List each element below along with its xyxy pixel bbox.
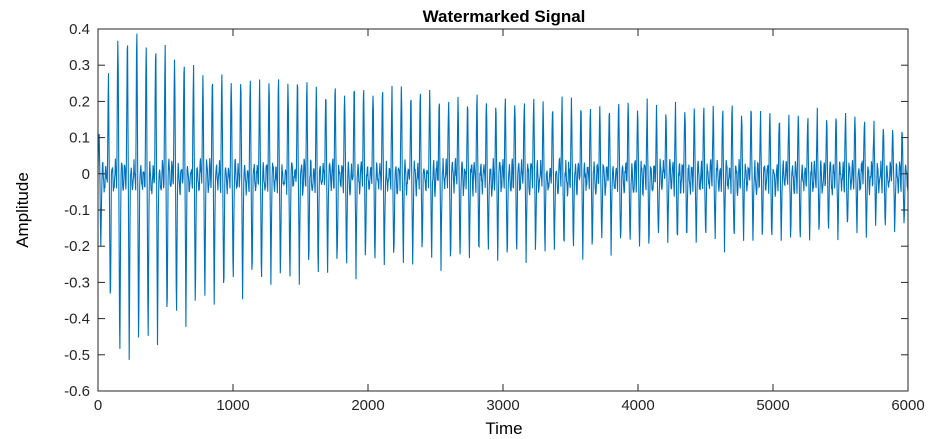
axis-ticks: 0 1000 2000 3000 4000 5000 6000 -0.6 -0.5 -0.4 -0.… — [64, 21, 925, 414]
signal-line — [97, 33, 909, 360]
y-tick-label: -0.1 — [64, 202, 90, 219]
y-tick-label: 0.4 — [69, 21, 90, 38]
y-tick-label: 0.2 — [69, 93, 90, 110]
x-tick-label: 3000 — [486, 397, 519, 414]
y-tick-label: 0.1 — [69, 130, 90, 147]
signal-series — [97, 33, 909, 360]
y-tick-label: -0.5 — [64, 347, 90, 364]
y-axis-label: Amplitude — [13, 172, 32, 248]
y-tick-label: -0.2 — [64, 238, 90, 255]
plot-area — [98, 29, 908, 391]
x-axis-label: Time — [485, 419, 522, 438]
chart-title: Watermarked Signal — [423, 7, 586, 26]
y-tick-label: -0.4 — [64, 311, 90, 328]
y-tick-label: -0.6 — [64, 383, 90, 400]
y-tick-label: -0.3 — [64, 274, 90, 291]
x-tick-label: 1000 — [216, 397, 249, 414]
x-tick-label: 0 — [94, 397, 102, 414]
x-tick-label: 2000 — [351, 397, 384, 414]
x-tick-label: 5000 — [756, 397, 789, 414]
x-tick-label: 4000 — [621, 397, 654, 414]
plot-box — [97, 28, 909, 392]
y-tick-label: 0.3 — [69, 57, 90, 74]
y-tick-label: 0 — [82, 166, 90, 183]
x-tick-label: 6000 — [891, 397, 924, 414]
